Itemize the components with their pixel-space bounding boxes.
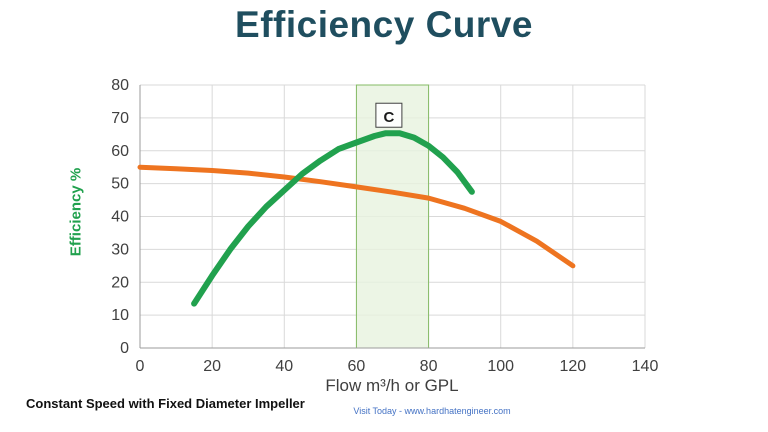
svg-text:100: 100 [487,358,514,375]
svg-text:40: 40 [275,358,293,375]
y-axis-label: Efficiency % [67,167,85,257]
svg-text:140: 140 [632,358,659,375]
tick-labels: 0 20 40 60 80 100 120 140 0 10 20 30 40 50 60 70 80 [111,77,658,375]
svg-text:30: 30 [111,241,129,258]
svg-text:80: 80 [111,77,129,94]
svg-text:20: 20 [111,274,129,291]
bep-point-label: C [375,102,403,128]
svg-text:60: 60 [348,358,366,375]
chart-title: Efficiency Curve [235,4,533,45]
svg-text:120: 120 [560,358,587,375]
efficiency-curve [191,130,475,307]
svg-text:10: 10 [111,307,129,324]
svg-text:C: C [383,109,394,126]
x-axis-label: Flow m³/h or GPL [325,376,459,395]
svg-text:50: 50 [111,176,129,193]
svg-text:70: 70 [111,110,129,127]
svg-text:0: 0 [136,358,145,375]
bep-band [355,84,430,349]
svg-text:40: 40 [111,209,129,226]
impeller-note: Constant Speed with Fixed Diameter Impel… [26,396,305,411]
svg-text:0: 0 [120,340,129,357]
svg-text:60: 60 [111,143,129,160]
website-credit: Visit Today - www.hardhatengineer.com [353,406,511,416]
svg-text:80: 80 [420,358,438,375]
head-curve [137,164,576,269]
svg-text:20: 20 [203,358,221,375]
